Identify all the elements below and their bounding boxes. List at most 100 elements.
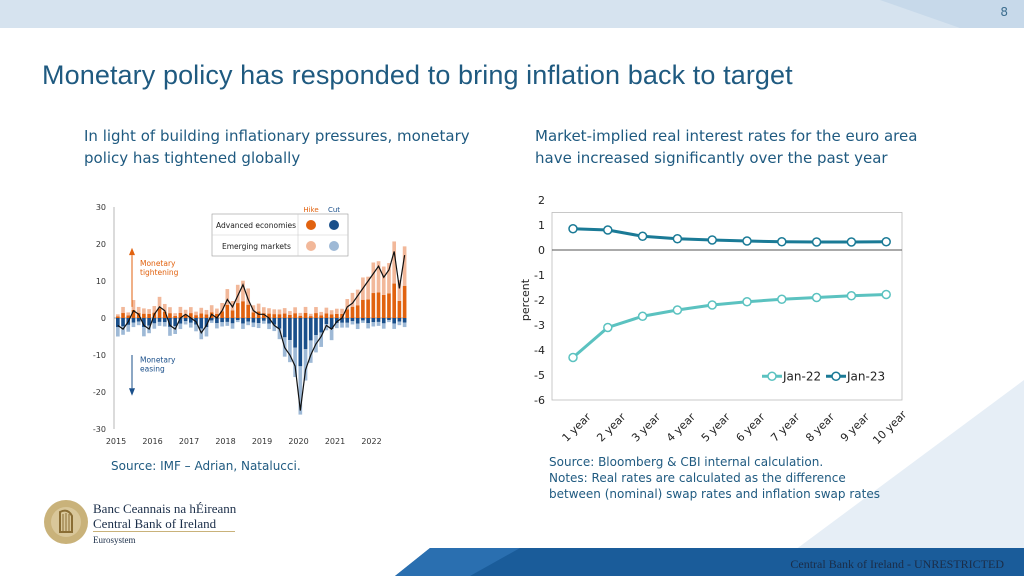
- hike-advanced-bar: [178, 313, 183, 318]
- right-chart-axes: 2 1 0 -1 -2 -3 -4 -5 -6 percent 1 year 2 year 3 year…: [519, 194, 910, 447]
- hike-advanced-bar: [194, 315, 198, 318]
- legend-emerging-label: Emerging markets: [222, 242, 291, 251]
- series-point-jan-23: [881, 237, 891, 247]
- legend-cut-adv-dot: [329, 220, 339, 230]
- hike-emerging-bar: [314, 307, 318, 314]
- cut-emerging-bar: [235, 320, 240, 323]
- right-x-tick: 8 year: [803, 410, 837, 444]
- cut-advanced-bar: [392, 318, 397, 324]
- series-point-jan-22: [672, 305, 683, 315]
- hike-emerging-bar: [235, 284, 240, 304]
- legend-cut-em-dot: [329, 241, 339, 251]
- hike-advanced-bar: [173, 315, 178, 318]
- hike-emerging-bar: [116, 314, 120, 317]
- hike-advanced-bar: [366, 299, 370, 318]
- hike-emerging-bar: [303, 306, 308, 314]
- logo-line-english: Central Bank of Ireland: [93, 516, 217, 531]
- legend-hike-header: Hike: [303, 206, 318, 214]
- hike-emerging-bar: [308, 313, 313, 317]
- series-point-jan-22: [846, 291, 857, 301]
- right-x-tick: 4 year: [664, 410, 698, 444]
- logo-line-irish: Banc Ceannais na hÉireann: [93, 501, 237, 516]
- hike-emerging-bar: [189, 307, 193, 314]
- cut-emerging-bar: [152, 323, 157, 329]
- cut-emerging-bar: [371, 322, 376, 327]
- cut-emerging-bar: [136, 321, 141, 326]
- right-chart-legend: Jan-22 Jan-23: [762, 369, 885, 383]
- cut-emerging-bar: [126, 324, 131, 332]
- cut-advanced-bar: [152, 318, 157, 324]
- right-source: Source: Bloomberg & CBI internal calcula…: [549, 454, 894, 502]
- cut-advanced-bar: [168, 318, 172, 327]
- right-y-tick: -1: [534, 269, 545, 282]
- cut-emerging-bar: [209, 320, 214, 323]
- cut-advanced-bar: [366, 318, 370, 324]
- hike-advanced-bar: [277, 314, 282, 318]
- cut-emerging-bar: [288, 340, 292, 363]
- cut-emerging-bar: [387, 320, 391, 323]
- right-y-label: percent: [519, 278, 532, 321]
- top-right-accent: [880, 0, 1024, 28]
- cut-advanced-bar: [298, 318, 303, 367]
- right-x-tick: 9 year: [838, 410, 872, 444]
- hike-advanced-bar: [303, 313, 308, 318]
- logo-line-eurosystem: Eurosystem: [93, 535, 136, 545]
- right-x-tick: 1 year: [560, 410, 594, 444]
- hike-advanced-bar: [189, 313, 193, 318]
- cut-advanced-bar: [225, 318, 230, 322]
- series-point-jan-23: [777, 237, 787, 247]
- left-y-tick: -20: [93, 388, 106, 397]
- right-y-tick: 2: [538, 194, 545, 207]
- cut-emerging-bar: [277, 328, 282, 340]
- cut-advanced-bar: [387, 318, 391, 321]
- cut-emerging-bar: [381, 323, 386, 329]
- cut-advanced-bar: [142, 318, 146, 328]
- bottom-right-light-triangle: [760, 380, 1024, 576]
- series-point-jan-23: [707, 235, 717, 245]
- hike-advanced-bar: [272, 314, 277, 318]
- hike-emerging-bar: [293, 307, 297, 314]
- hike-advanced-bar: [282, 313, 287, 318]
- cut-advanced-bar: [340, 318, 344, 323]
- hike-emerging-bar: [256, 303, 261, 312]
- right-y-tick: -3: [534, 319, 545, 332]
- hike-emerging-bar: [142, 308, 146, 314]
- hike-emerging-bar: [147, 309, 151, 315]
- hike-emerging-bar: [220, 302, 224, 312]
- right-source-line: Source: Bloomberg & CBI internal calcula…: [549, 455, 824, 469]
- hike-emerging-bar: [209, 305, 214, 313]
- hike-advanced-bar: [324, 313, 329, 318]
- hike-emerging-bar: [152, 306, 157, 313]
- hike-advanced-bar: [220, 311, 224, 318]
- hike-advanced-bar: [126, 315, 131, 318]
- cut-advanced-bar: [116, 318, 120, 328]
- cut-emerging-bar: [350, 321, 355, 325]
- hike-advanced-bar: [288, 314, 292, 318]
- hike-advanced-bar: [199, 313, 204, 318]
- legend-hike-em-dot: [306, 241, 316, 251]
- cut-advanced-bar: [241, 318, 245, 324]
- hike-emerging-bar: [225, 289, 230, 305]
- series-point-jan-22: [742, 297, 752, 307]
- cut-emerging-bar: [272, 324, 277, 332]
- cut-emerging-bar: [392, 323, 397, 329]
- hike-emerging-bar: [178, 306, 183, 314]
- tightening-label: tightening: [140, 268, 179, 277]
- cut-advanced-bar: [204, 318, 209, 328]
- cut-advanced-bar: [131, 318, 136, 323]
- cut-advanced-bar: [246, 318, 251, 322]
- hike-advanced-bar: [147, 314, 151, 318]
- hike-advanced-bar: [387, 293, 391, 318]
- cut-emerging-bar: [121, 326, 125, 335]
- legend-label-jan-23: Jan-23: [846, 369, 885, 383]
- hike-emerging-bar: [272, 309, 277, 315]
- hike-emerging-bar: [199, 307, 204, 314]
- cut-emerging-bar: [319, 332, 324, 347]
- hike-emerging-bar: [340, 308, 344, 314]
- cut-emerging-bar: [189, 322, 193, 328]
- cut-emerging-bar: [376, 321, 381, 326]
- easing-arrow-head: [129, 388, 135, 396]
- right-notes: Notes: Real rates are calculated as the …: [549, 471, 880, 501]
- hike-emerging-bar: [121, 306, 125, 314]
